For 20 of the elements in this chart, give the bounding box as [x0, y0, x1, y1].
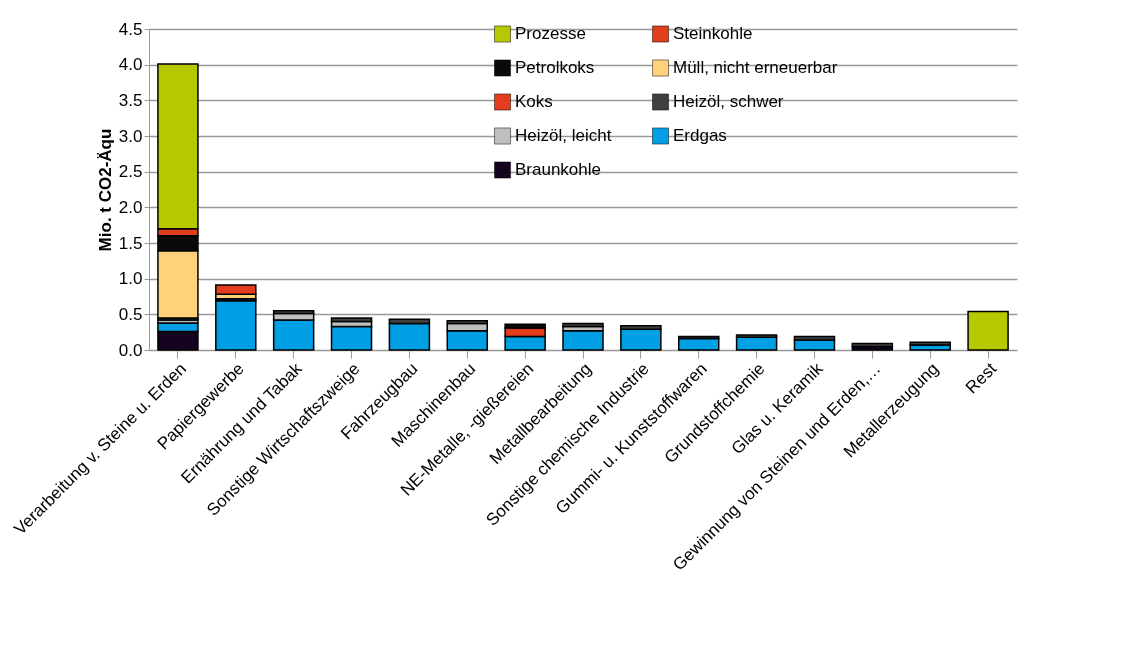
y-tick-label: 4.0 — [118, 55, 143, 75]
y-axis-title: Mio. t CO2-Äqu — [95, 128, 115, 252]
legend-label: Petrolkoks — [515, 58, 595, 77]
y-tick-label: 4.5 — [118, 19, 143, 39]
legend-label: Braunkohle — [515, 160, 602, 179]
legend-label: Koks — [515, 92, 553, 111]
legend-label: Prozesse — [515, 24, 586, 43]
legend-label: Müll, nicht erneuerbar — [673, 58, 838, 77]
y-tick-label: 2.0 — [118, 197, 143, 217]
y-tick-label: 1.0 — [118, 269, 143, 289]
y-tick-label: 3.5 — [118, 90, 143, 110]
legend-label: Heizöl, leicht — [515, 126, 612, 145]
legend-label: Steinkohle — [673, 24, 753, 43]
y-tick-label: 0.5 — [118, 304, 143, 324]
y-tick-label: 0.0 — [118, 340, 143, 360]
legend-label: Heizöl, schwer — [673, 92, 784, 111]
y-tick-label: 1.5 — [118, 233, 143, 253]
y-tick-label: 3.0 — [118, 126, 143, 146]
legend-label: Erdgas — [673, 126, 727, 145]
y-tick-label: 2.5 — [118, 162, 143, 182]
